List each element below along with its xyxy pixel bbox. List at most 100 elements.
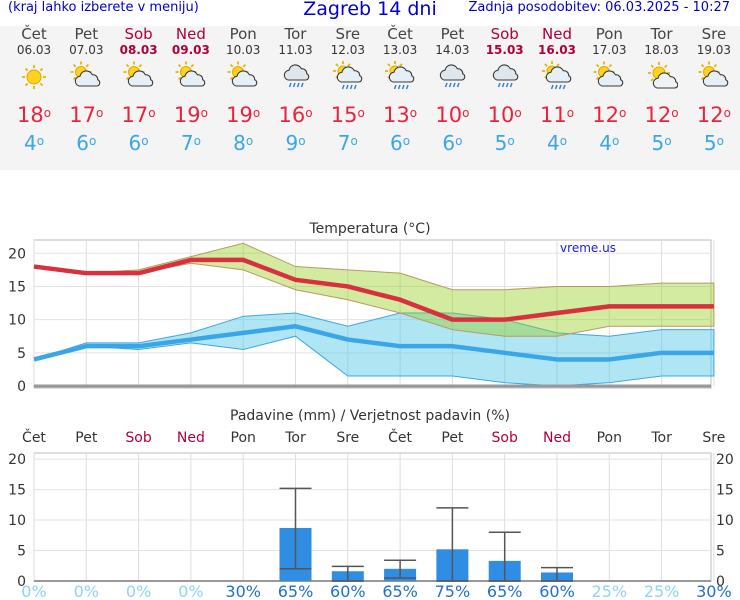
max-temperature: 19o — [173, 103, 208, 127]
precipitation-day-label: Pon — [231, 430, 256, 446]
temperature-y-tick: 5 — [17, 346, 26, 362]
day-name: Tor — [650, 25, 673, 43]
day-name: Pon — [595, 25, 623, 43]
max-temperature: 12o — [696, 103, 731, 127]
max-temperature-line — [33, 257, 714, 322]
temperature-y-tick: 10 — [8, 313, 26, 329]
sun-icon — [22, 65, 46, 89]
precipitation-day-label: Čet — [388, 428, 412, 446]
day-date: 19.03 — [696, 43, 732, 57]
day-date: 14.03 — [435, 43, 470, 57]
precipitation-day-label: Pet — [441, 430, 464, 446]
day-name: Ned — [175, 25, 206, 43]
forecast-day: Ned 09.03 19o 7o — [165, 25, 217, 156]
precipitation-probability: 60% — [539, 582, 575, 600]
precipitation-day-label: Čet — [22, 428, 46, 446]
day-date: 10.03 — [226, 43, 261, 57]
day-name: Pet — [440, 25, 465, 43]
forecast-day: Sre 19.03 12o 5o — [688, 25, 740, 156]
day-name: Čet — [387, 25, 413, 43]
precipitation-y-tick-left: 0 — [17, 574, 26, 590]
day-date: 06.03 — [16, 43, 52, 57]
precipitation-probability: 65% — [487, 582, 523, 600]
precipitation-probability: 65% — [382, 582, 418, 600]
partly-cloudy-icon — [175, 61, 206, 87]
forecast-day: Sre 12.03 15o 7o — [322, 25, 374, 156]
precipitation-day-label: Sre — [702, 430, 725, 446]
forecast-day: Čet 06.03 18o 4o — [8, 26, 60, 156]
max-temperature: 16o — [278, 103, 313, 127]
precipitation-probability: 65% — [278, 582, 314, 600]
min-temperature: 5o — [651, 131, 672, 155]
precipitation-day-label: Sob — [492, 430, 518, 446]
day-name: Sob — [124, 25, 153, 43]
precipitation-y-tick-left: 20 — [8, 452, 26, 468]
precipitation-day-label: Pon — [597, 430, 622, 446]
precipitation-day-label: Pet — [75, 430, 98, 446]
precipitation-y-tick-left: 5 — [17, 544, 26, 560]
forecast-day: Tor 18.03 12o 5o — [636, 25, 688, 156]
partly-cloudy-icon — [698, 61, 729, 87]
precipitation-chart-title: Padavine (mm) / Verjetnost padavin (%) — [230, 408, 510, 424]
partly-cloudy-icon — [227, 61, 258, 87]
precipitation-probability: 0% — [74, 582, 99, 600]
day-date: 09.03 — [171, 43, 210, 57]
min-temperature: 7o — [337, 131, 358, 155]
sun-cloud-icon — [647, 62, 678, 89]
day-name: Sre — [335, 25, 361, 43]
charts-area: Temperatura (°C) 0 5 10 15 20 vreme.us Padavine… — [8, 221, 734, 600]
rain-cloud-icon — [440, 64, 466, 88]
min-temperature: 9o — [285, 131, 306, 155]
location-menu-hint[interactable]: (kraj lahko izberete v meniju) — [8, 0, 199, 15]
min-temperature: 6o — [390, 131, 411, 155]
min-temperature: 8o — [233, 131, 254, 155]
precipitation-day-label: Ned — [177, 430, 205, 446]
max-temperature: 18o — [16, 103, 52, 127]
sun-rain-icon — [542, 61, 572, 90]
min-temperature: 6o — [128, 131, 149, 155]
min-temperature: 6o — [442, 131, 463, 155]
forecast-day: Tor 11.03 16o 9o — [270, 25, 322, 156]
min-temperature: 7o — [180, 131, 201, 155]
forecast-day: Pon 10.03 19o 8o — [217, 25, 269, 156]
day-name: Ned — [542, 25, 572, 43]
page-title: Zagreb 14 dni — [303, 0, 437, 20]
rain-cloud-icon — [492, 64, 518, 88]
max-temperature: 10o — [435, 103, 470, 127]
day-name: Sre — [701, 25, 727, 43]
day-date: 11.03 — [278, 43, 313, 57]
sun-rain-icon — [385, 61, 415, 90]
min-temperature: 4o — [23, 131, 45, 155]
day-name: Pon — [229, 25, 257, 43]
max-temperature: 17o — [69, 103, 104, 127]
day-name: Tor — [284, 25, 307, 43]
temperature-y-tick: 15 — [8, 279, 26, 295]
precipitation-day-label: Sre — [336, 430, 359, 446]
max-temperature: 19o — [226, 103, 261, 127]
forecast-day: Pet 07.03 17o 6o — [60, 26, 112, 156]
precipitation-probability: 60% — [330, 582, 366, 600]
temperature-y-tick: 0 — [17, 379, 26, 395]
max-temperature: 12o — [644, 103, 679, 127]
max-temperature: 15o — [330, 103, 365, 127]
sun-rain-icon — [332, 61, 363, 90]
min-temperature: 4o — [546, 131, 568, 155]
precipitation-y-tick-left: 10 — [8, 513, 26, 529]
precipitation-probability: 75% — [435, 582, 471, 600]
day-date: 16.03 — [538, 43, 576, 57]
precipitation-probability: 25% — [644, 582, 680, 600]
day-name: Sob — [490, 25, 519, 43]
max-temperature: 11o — [539, 103, 575, 127]
forecast-day: Sob 08.03 17o 6o — [113, 25, 165, 156]
temperature-y-tick: 20 — [8, 246, 26, 262]
partly-cloudy-icon — [123, 61, 153, 87]
precipitation-day-label: Sob — [125, 430, 151, 446]
temperature-chart-title: Temperatura (°C) — [308, 221, 430, 237]
precipitation-y-tick-right: 5 — [716, 544, 725, 560]
precipitation-y-tick-right: 20 — [716, 452, 734, 468]
min-temperature: 4o — [599, 131, 620, 155]
precipitation-day-label: Tor — [650, 430, 672, 446]
forecast-day: Pon 17.03 12o 4o — [583, 25, 635, 156]
day-date: 08.03 — [119, 43, 158, 57]
partly-cloudy-icon — [70, 61, 101, 87]
